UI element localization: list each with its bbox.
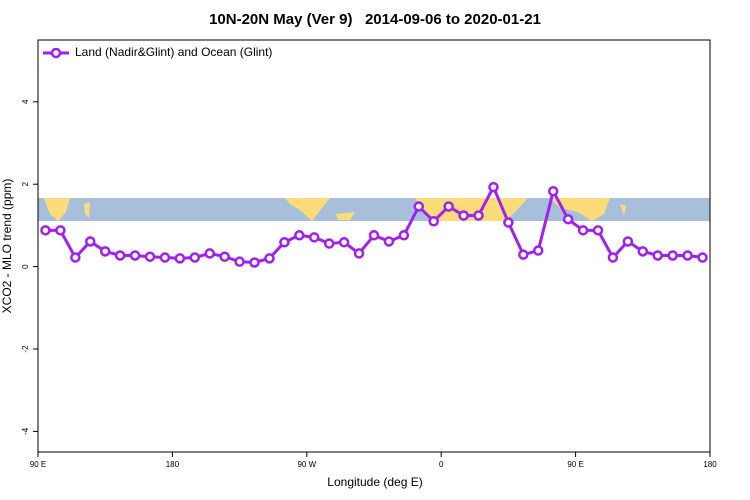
- data-point: [144, 251, 156, 262]
- x-tick-label: 90 E: [30, 460, 46, 469]
- data-point: [622, 236, 634, 247]
- data-point: [577, 225, 589, 236]
- y-axis-label: XCO2 - MLO trend (ppm): [0, 179, 14, 314]
- data-point: [294, 230, 305, 241]
- data-point: [473, 210, 484, 221]
- y-tick-label: -2: [21, 345, 30, 353]
- data-point: [219, 251, 230, 262]
- data-point: [592, 225, 604, 236]
- data-point: [518, 249, 529, 260]
- data-point: [99, 246, 111, 257]
- y-tick-label: 0: [21, 264, 30, 269]
- data-point: [607, 252, 619, 263]
- legend-marker: [50, 47, 62, 59]
- data-point: [383, 236, 395, 247]
- data-point: [129, 250, 141, 261]
- data-point: [398, 230, 410, 241]
- data-point: [547, 185, 559, 197]
- x-tick-label: 0: [439, 460, 444, 469]
- data-point: [637, 246, 649, 257]
- data-point: [338, 237, 350, 248]
- data-point: [40, 225, 51, 236]
- data-point: [189, 252, 201, 263]
- data-point: [70, 252, 81, 263]
- x-tick-label: 90 E: [567, 460, 583, 469]
- data-point: [264, 253, 275, 264]
- data-point: [249, 257, 260, 268]
- plot-frame: [37, 39, 711, 453]
- data-point: [279, 237, 290, 248]
- data-point: [309, 232, 320, 243]
- data-point: [652, 250, 663, 261]
- chart-title: 10N-20N May (Ver 9) 2014-09-06 to 2020-0…: [209, 11, 541, 28]
- data-point: [458, 210, 469, 221]
- data-point: [413, 201, 425, 212]
- data-point: [697, 252, 708, 263]
- legend-label: Land (Nadir&Glint) and Ocean (Glint): [75, 45, 272, 59]
- x-tick-label: 180: [703, 460, 717, 469]
- x-axis-label: Longitude (deg E): [327, 475, 422, 489]
- data-point: [488, 181, 499, 193]
- data-point: [55, 225, 66, 236]
- data-point: [667, 250, 678, 261]
- data-point: [159, 252, 171, 263]
- x-tick-label: 90 W: [297, 460, 316, 469]
- data-point: [174, 253, 186, 264]
- data-point: [503, 217, 514, 228]
- y-tick-label: 4: [21, 99, 30, 104]
- data-point: [323, 238, 335, 249]
- y-tick-label: 2: [21, 181, 30, 186]
- data-point: [533, 245, 544, 256]
- data-point: [682, 250, 693, 261]
- data-point: [85, 236, 96, 247]
- data-point: [234, 256, 245, 267]
- data-point: [428, 216, 439, 227]
- data-point: [368, 230, 380, 241]
- data-point: [353, 248, 365, 259]
- data-point: [204, 248, 215, 259]
- y-tick-label: -4: [21, 427, 30, 435]
- data-point: [443, 201, 454, 212]
- map-strip: [38, 198, 710, 221]
- data-point: [562, 213, 574, 225]
- data-point: [114, 250, 126, 261]
- x-tick-label: 180: [166, 460, 180, 469]
